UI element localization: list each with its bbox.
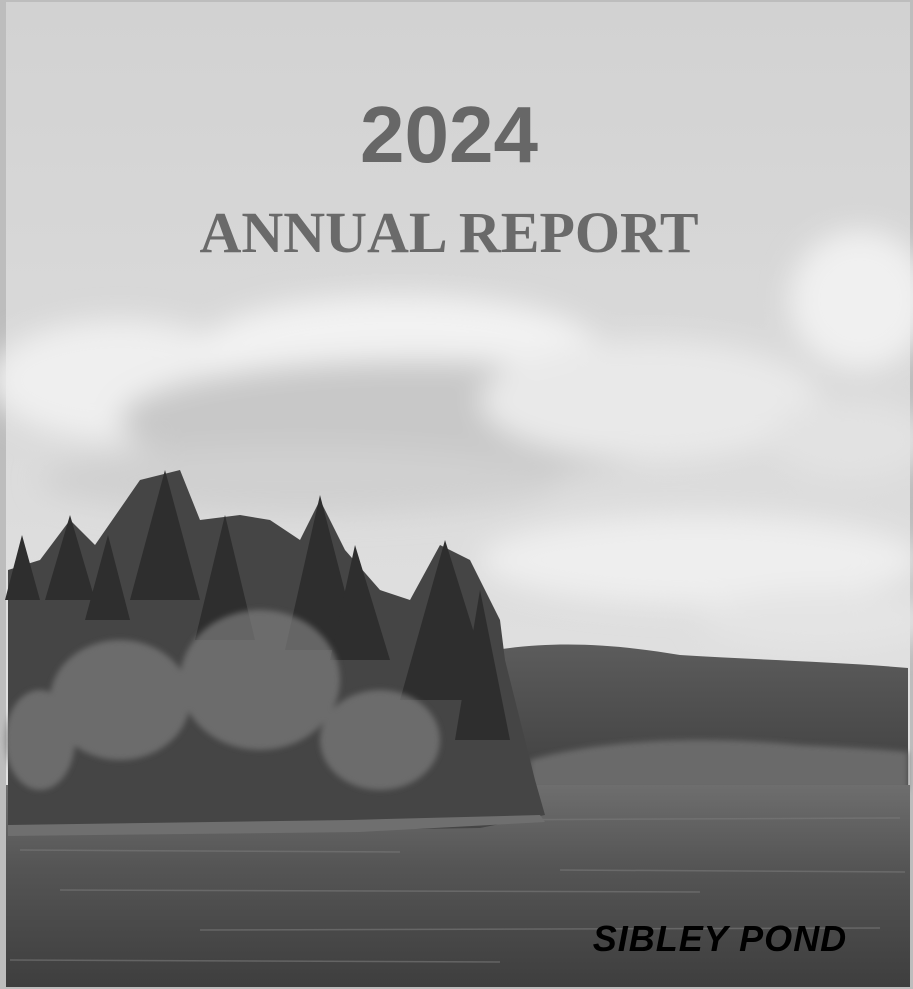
report-title: ANNUAL REPORT (199, 200, 698, 265)
cloud (40, 445, 560, 515)
page: 2024 ANNUAL REPORT SIBLEY POND (() => { … (0, 0, 913, 989)
year: 2024 (360, 90, 538, 179)
cloud (480, 340, 820, 460)
location-name: SIBLEY POND (593, 918, 847, 959)
cover: 2024 ANNUAL REPORT SIBLEY POND (0, 0, 913, 989)
